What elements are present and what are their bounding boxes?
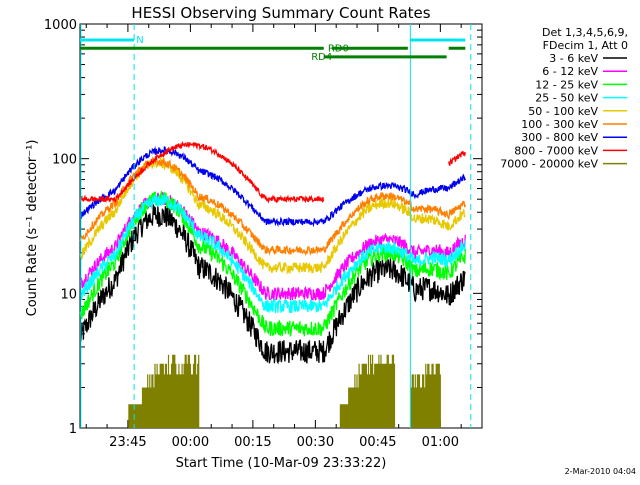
flag-label-rd0: RD0 (328, 43, 349, 54)
series-line-25-50- (80, 194, 466, 314)
series-line-12-25- (79, 191, 466, 337)
y-tick-label: 100 (52, 153, 77, 168)
y-tick-label: 10 (60, 287, 77, 302)
legend-label: 300 - 800 keV (521, 131, 598, 144)
x-tick-label: 00:30 (297, 435, 334, 450)
x-tick-label: 00:45 (359, 435, 396, 450)
series-line-7000-20000- (128, 354, 441, 428)
series-line-300-800- (79, 146, 466, 228)
legend-header-line-1: Det 1,3,4,5,6,9, (542, 26, 628, 39)
series-line-800-7000- (79, 140, 466, 204)
y-axis-label: Count Rate (s⁻¹ detector⁻¹) (25, 140, 40, 317)
x-tick-label: 23:45 (109, 435, 146, 450)
x-tick-label: 00:00 (172, 435, 209, 450)
legend-label: 6 - 12 keV (542, 65, 598, 78)
x-tick-label: 01:00 (422, 435, 459, 450)
legend-header-line-2: FDecim 1, Att 0 (543, 39, 628, 52)
legend-label: 7000 - 20000 keV (500, 158, 598, 171)
plot-frame (79, 23, 483, 429)
flag-label-n: N (136, 35, 143, 46)
legend-label: 25 - 50 keV (535, 92, 598, 105)
legend-label: 100 - 300 keV (521, 118, 598, 131)
x-tick-label: 00:15 (234, 435, 271, 450)
chart-title: HESSI Observing Summary Count Rates (131, 4, 430, 22)
y-tick-label: 1000 (44, 18, 77, 33)
plot-area: 1 10 100 1000 23:45 00:00 00:15 00:30 00:45 01:00… (44, 18, 483, 450)
legend-header: Det 1,3,4,5,6,9, FDecim 1, Att 0 (542, 26, 628, 52)
footer-timestamp: 2-Mar-2010 04:04 (565, 467, 636, 476)
legend-label: 3 - 6 keV (549, 52, 598, 65)
flag-label-rd4: RD4 (311, 52, 332, 63)
series-line-100-300- (79, 156, 466, 257)
legend-label: 50 - 100 keV (528, 105, 598, 118)
legend-label: 800 - 7000 keV (514, 144, 598, 157)
x-axis-label: Start Time (10-Mar-09 23:33:22) (176, 456, 387, 471)
series-line-3-6- (79, 204, 466, 365)
y-tick-label: 1 (69, 422, 77, 437)
legend-label: 12 - 25 keV (535, 78, 598, 91)
